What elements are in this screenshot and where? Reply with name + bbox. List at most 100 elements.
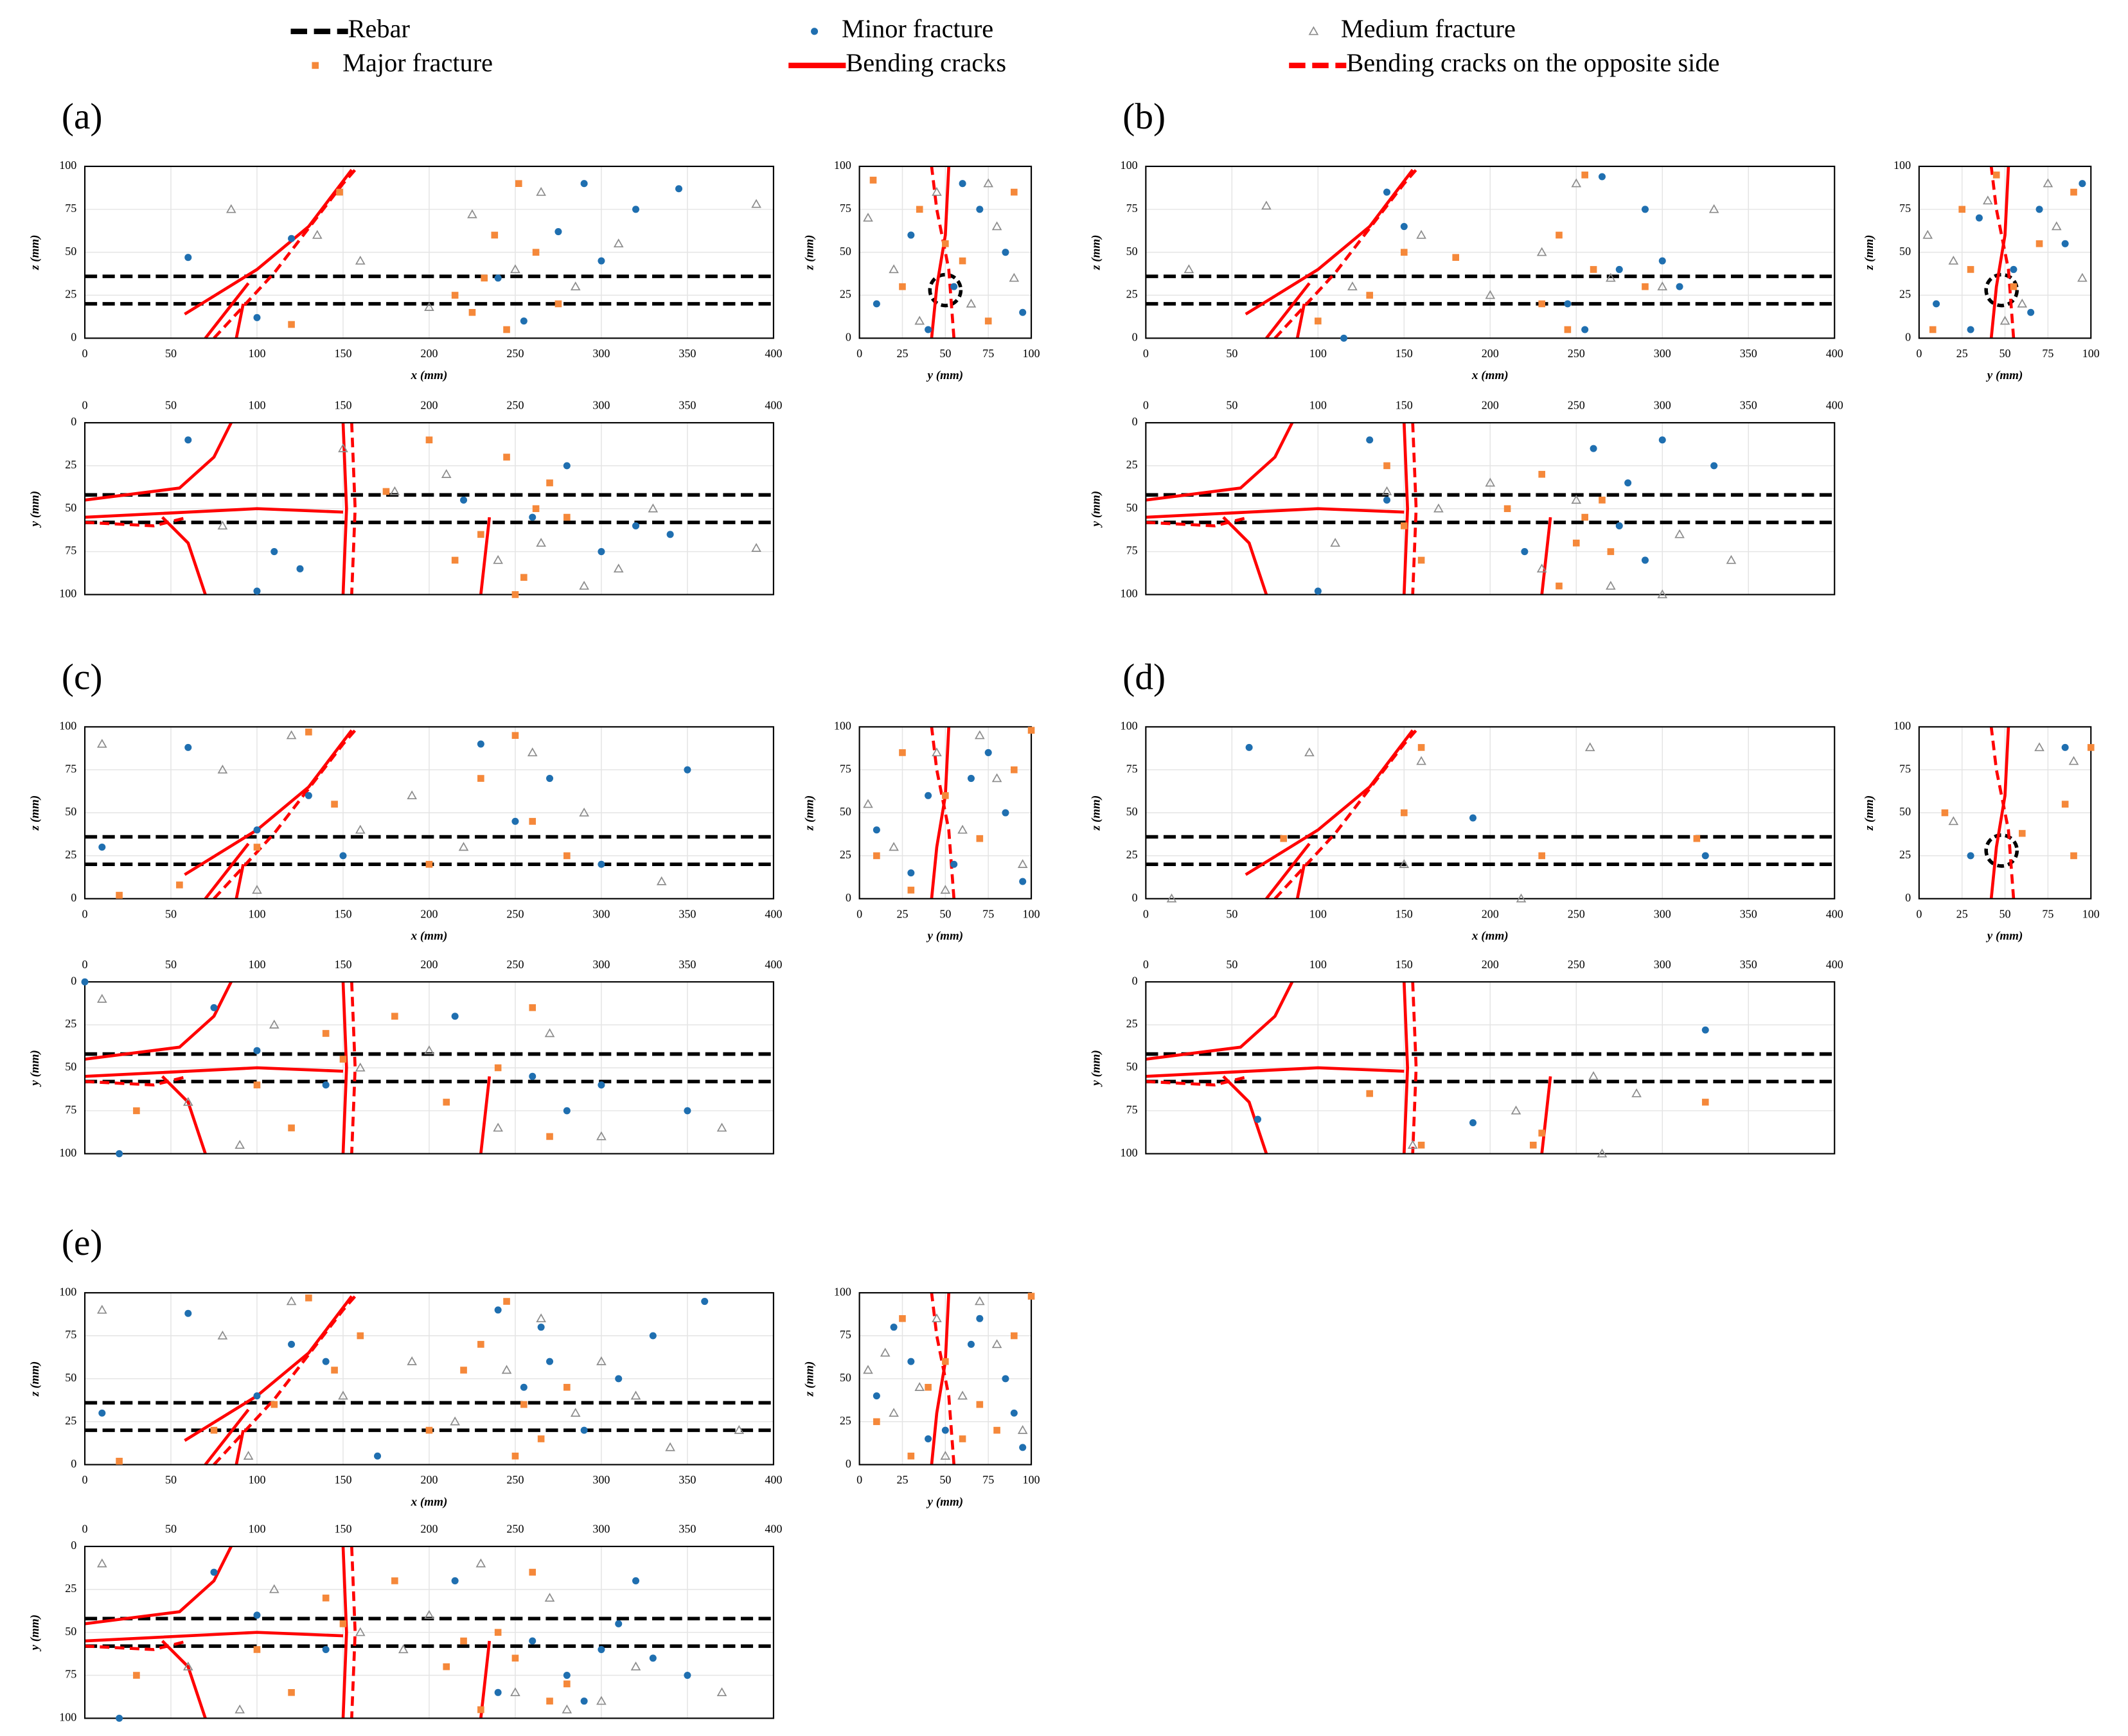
y-tick-label: 0	[71, 331, 76, 344]
major-fracture-point	[443, 1099, 450, 1106]
subplot: 0 50 100 150 200 250 300 350 400 0 25 50 75 100 x (mm)…	[1089, 657, 1843, 943]
y-axis-label: y (mm)	[28, 491, 42, 528]
medium-fracture-point	[751, 199, 761, 208]
medium-fracture-point	[1381, 486, 1392, 495]
minor-fracture-point	[598, 860, 605, 868]
minor-fracture-point	[1469, 1119, 1477, 1127]
medium-fracture-point	[1166, 893, 1177, 903]
medium-fracture-point	[510, 1687, 520, 1697]
subplot: 0 25 50 75 100 0 25 50 75 100 y (mm) z (mm)	[1863, 719, 2100, 943]
y-tick-label: 0	[1132, 415, 1138, 428]
plot-frame	[1145, 981, 1836, 1155]
minor-fracture-point	[451, 1013, 459, 1020]
major-fracture-point	[210, 1426, 218, 1434]
minor-fracture-point	[615, 1375, 623, 1383]
medium-fracture-point	[1017, 859, 1028, 868]
crack-line	[1989, 166, 2010, 339]
minor-fracture-point	[81, 978, 89, 986]
y-tick-label: 25	[1899, 848, 1911, 861]
y-axis-label: y (mm)	[28, 1615, 42, 1652]
medium-fracture-point	[398, 1644, 409, 1654]
medium-fracture-point	[2051, 221, 2062, 231]
minor-fracture-point	[1019, 308, 1027, 316]
medium-fracture-point	[1347, 281, 1358, 290]
crack-line	[1265, 282, 1311, 339]
medium-fracture-point	[355, 1627, 366, 1636]
x-axis-label: y (mm)	[927, 930, 964, 943]
x-tick-label: 50	[939, 1473, 951, 1486]
medium-fracture-point	[596, 1696, 607, 1705]
major-fracture-point	[976, 835, 984, 842]
medium-fracture-point	[940, 1451, 951, 1460]
x-tick-label: 400	[1826, 907, 1843, 920]
minor-fracture-point	[598, 257, 605, 265]
major-fracture-point	[563, 1680, 571, 1688]
x-tick-label: 50	[165, 1473, 177, 1486]
y-tick-label: 75	[65, 202, 76, 215]
major-fracture-point	[537, 1435, 545, 1442]
major-fracture-point	[253, 844, 261, 851]
crack-line	[341, 1546, 348, 1719]
minor-fracture-point	[270, 548, 278, 556]
major-fracture-point	[511, 732, 519, 739]
minor-fracture-point	[1658, 436, 1666, 444]
major-fracture-point	[391, 1577, 398, 1584]
medium-fracture-point	[493, 554, 503, 564]
crack-line	[1989, 727, 2010, 899]
x-tick-label: 250	[506, 1473, 524, 1486]
x-tick-label: 0	[1916, 907, 1922, 920]
major-fracture-point	[1417, 556, 1425, 564]
y-axis-label: z (mm)	[28, 795, 42, 831]
y-axis-label: z (mm)	[1863, 235, 1876, 270]
major-fracture-point	[339, 1056, 347, 1063]
minor-fracture-point	[1314, 587, 1322, 595]
x-tick-label: 0	[1143, 907, 1149, 920]
crack-line	[213, 168, 357, 339]
y-tick-label: 100	[1121, 719, 1138, 732]
y-tick-label: 50	[65, 1060, 76, 1073]
minor-fracture-point	[967, 775, 975, 783]
minor-fracture-point	[1624, 479, 1632, 487]
y-tick-label: 100	[59, 1146, 76, 1159]
x-tick-label: 150	[334, 958, 351, 971]
x-tick-label: 300	[592, 907, 610, 920]
minor-fracture-point	[322, 1358, 330, 1365]
x-axis-label: x (mm)	[411, 369, 448, 382]
major-fracture-point	[1366, 1090, 1374, 1097]
x-tick-label: 0	[856, 907, 862, 920]
y-tick-label: 100	[834, 159, 851, 172]
crack-line	[930, 166, 951, 339]
x-tick-label: 200	[420, 347, 438, 360]
plot-frame	[84, 1292, 774, 1466]
x-tick-label: 300	[1654, 958, 1671, 971]
minor-fracture-point	[632, 1577, 640, 1584]
x-tick-label: 300	[592, 347, 610, 360]
minor-fracture-point	[976, 206, 984, 213]
major-fracture-point	[899, 283, 906, 290]
legend-label: Minor fracture	[842, 14, 993, 43]
crack-line	[479, 1640, 492, 1719]
x-tick-label: 300	[1654, 399, 1671, 412]
x-tick-label: 50	[165, 399, 177, 412]
minor-fracture-point	[529, 513, 536, 521]
major-fracture-point	[339, 1620, 347, 1627]
panel-label: (e)	[62, 1223, 103, 1263]
major-fracture-point	[1538, 1129, 1545, 1137]
major-fracture-point	[331, 1367, 338, 1374]
medium-fracture-point	[1017, 1425, 1028, 1434]
medium-fracture-point	[1726, 554, 1737, 564]
minor-fracture-point	[1010, 1409, 1018, 1417]
major-fracture-point	[1452, 254, 1460, 261]
medium-fracture-point	[596, 1131, 607, 1140]
minor-fracture-point	[632, 206, 640, 213]
medium-fracture-point	[1261, 200, 1272, 210]
minor-fracture-point	[632, 522, 640, 529]
major-fracture-point	[1556, 582, 1563, 590]
panel-label: (c)	[62, 657, 103, 697]
x-tick-label: 0	[82, 1523, 88, 1536]
subplot: 0 50 100 150 200 250 300 350 400 0 25 50 75 100 x (mm)…	[28, 96, 782, 382]
y-tick-label: 100	[59, 587, 76, 600]
major-fracture-point	[270, 1401, 278, 1408]
medium-fracture-point	[475, 1558, 486, 1568]
